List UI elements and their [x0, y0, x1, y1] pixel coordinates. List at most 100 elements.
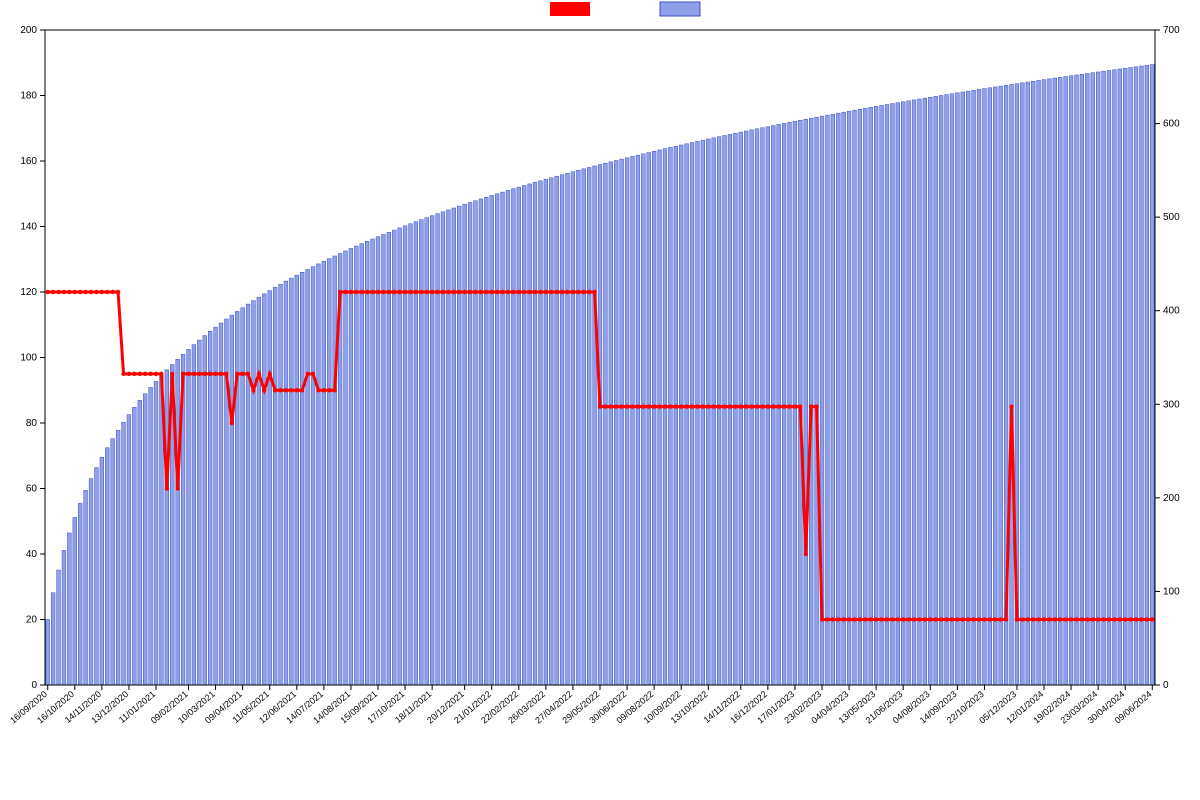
bar — [474, 201, 478, 685]
line-marker — [636, 404, 640, 408]
bar — [1080, 74, 1084, 685]
bar — [804, 119, 808, 685]
bar — [652, 151, 656, 685]
line-marker — [132, 372, 136, 376]
line-marker — [457, 290, 461, 294]
line-marker — [879, 617, 883, 621]
bar — [674, 146, 678, 685]
line-marker — [392, 290, 396, 294]
bar — [587, 167, 591, 685]
bar — [273, 287, 277, 685]
line-marker — [614, 404, 618, 408]
line-marker — [739, 404, 743, 408]
line-marker — [46, 290, 50, 294]
line-marker — [51, 290, 55, 294]
bar — [576, 170, 580, 685]
bar — [631, 156, 635, 685]
bar — [1123, 68, 1127, 685]
bar — [880, 105, 884, 685]
bar — [501, 192, 505, 685]
line-marker — [257, 372, 261, 376]
bar — [257, 297, 261, 685]
bar — [398, 228, 402, 685]
bar — [1042, 80, 1046, 685]
line-marker — [695, 404, 699, 408]
bar — [955, 93, 959, 685]
line-marker — [1101, 617, 1105, 621]
line-marker — [165, 486, 169, 490]
line-marker — [435, 290, 439, 294]
line-marker — [831, 617, 835, 621]
y-right-tick-label: 100 — [1163, 586, 1180, 597]
bar — [1107, 70, 1111, 685]
line-marker — [647, 404, 651, 408]
line-marker — [246, 372, 250, 376]
line-marker — [278, 388, 282, 392]
bar — [533, 182, 537, 685]
line-marker — [971, 617, 975, 621]
line-marker — [338, 290, 342, 294]
line-marker — [939, 617, 943, 621]
bar — [712, 138, 716, 685]
bar — [235, 311, 239, 685]
bar — [214, 327, 218, 685]
line-marker — [381, 290, 385, 294]
line-marker — [414, 290, 418, 294]
bar — [560, 175, 564, 685]
bar — [1058, 77, 1062, 685]
bar — [317, 264, 321, 685]
bar — [793, 121, 797, 685]
bar — [354, 246, 358, 685]
line-marker — [1042, 617, 1046, 621]
line-marker — [820, 617, 824, 621]
line-marker — [1026, 617, 1030, 621]
bar — [46, 620, 50, 686]
line-marker — [322, 388, 326, 392]
line-marker — [1112, 617, 1116, 621]
bar — [306, 269, 310, 685]
line-marker — [1128, 617, 1132, 621]
line-marker — [917, 617, 921, 621]
line-marker — [295, 388, 299, 392]
line-marker — [192, 372, 196, 376]
line-marker — [484, 290, 488, 294]
line-marker — [360, 290, 364, 294]
bar — [187, 349, 191, 685]
chart-container: 0204060801001201401601802000100200300400… — [0, 0, 1200, 800]
bar — [419, 220, 423, 685]
bar — [230, 315, 234, 685]
combo-chart: 0204060801001201401601802000100200300400… — [0, 0, 1200, 800]
line-marker — [349, 290, 353, 294]
line-marker — [896, 617, 900, 621]
line-marker — [479, 290, 483, 294]
bar — [360, 244, 364, 685]
line-marker — [544, 290, 548, 294]
bar — [365, 241, 369, 685]
line-marker — [766, 404, 770, 408]
y-left-tick-label: 80 — [26, 418, 38, 429]
line-marker — [452, 290, 456, 294]
bar — [446, 210, 450, 685]
bar — [1048, 79, 1052, 685]
bar — [788, 122, 792, 685]
line-marker — [365, 290, 369, 294]
line-marker — [988, 617, 992, 621]
bar — [836, 113, 840, 685]
line-marker — [652, 404, 656, 408]
line-marker — [446, 290, 450, 294]
bar — [78, 503, 82, 685]
line-marker — [625, 404, 629, 408]
line-marker — [1031, 617, 1035, 621]
bar — [219, 323, 223, 685]
bar — [468, 203, 472, 685]
bar — [966, 91, 970, 685]
line-marker — [944, 617, 948, 621]
line-marker — [869, 617, 873, 621]
bar — [284, 281, 288, 685]
line-marker — [240, 372, 244, 376]
line-marker — [495, 290, 499, 294]
bar — [961, 92, 965, 685]
bar — [252, 301, 256, 685]
line-marker — [771, 404, 775, 408]
line-marker — [717, 404, 721, 408]
